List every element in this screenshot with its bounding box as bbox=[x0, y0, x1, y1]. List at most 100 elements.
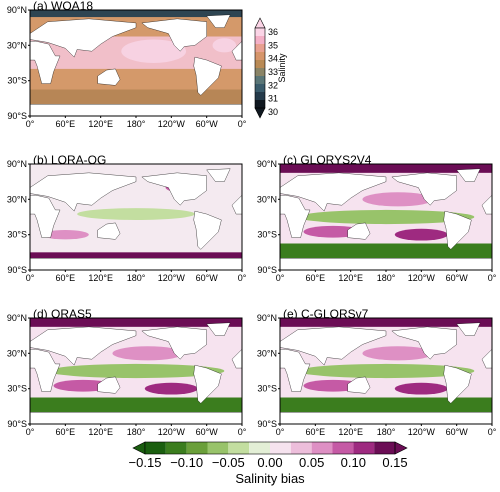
colorbar-label: −0.10 bbox=[170, 455, 203, 470]
colorbar-swatch bbox=[311, 442, 333, 454]
colorbar-label: 33 bbox=[268, 67, 278, 77]
lon-label: 60°W bbox=[196, 119, 219, 129]
lon-label: 60°W bbox=[446, 427, 469, 437]
colorbar-end bbox=[254, 17, 266, 29]
colorbar-swatch bbox=[353, 442, 375, 454]
lat-label: 90°S bbox=[257, 419, 277, 429]
lat-label: 30°N bbox=[7, 194, 27, 204]
lon-label: 180° bbox=[127, 427, 146, 437]
colorbar-end bbox=[394, 441, 408, 455]
colorbar-label: 32 bbox=[268, 80, 278, 90]
lat-label: 30°N bbox=[7, 40, 27, 50]
colorbar-swatch bbox=[145, 442, 166, 454]
map bbox=[280, 164, 492, 270]
colorbar-swatch bbox=[255, 36, 265, 44]
colorbar-swatch bbox=[255, 76, 265, 84]
colorbar-swatch bbox=[249, 442, 270, 454]
lat-label: 30°S bbox=[257, 230, 277, 240]
colorbar-swatch bbox=[228, 442, 250, 454]
lat-label: 30°S bbox=[7, 76, 27, 86]
colorbar-swatch bbox=[186, 442, 208, 454]
lat-label: 90°N bbox=[7, 5, 27, 15]
colorbar-label: 0.05 bbox=[299, 455, 324, 470]
lon-label: 180° bbox=[127, 119, 146, 129]
lat-label: 30°N bbox=[7, 348, 27, 358]
colorbar-swatch bbox=[207, 442, 229, 454]
colorbar-swatch bbox=[255, 100, 265, 108]
colorbar-label: 34 bbox=[268, 54, 278, 64]
colorbar-label: 0.15 bbox=[382, 455, 407, 470]
lon-label: 120°E bbox=[338, 273, 363, 283]
colorbar-frame bbox=[144, 441, 396, 455]
lat-label: 90°N bbox=[257, 313, 277, 323]
lon-label: 0° bbox=[488, 427, 497, 437]
lon-label: 0° bbox=[238, 119, 247, 129]
lat-label: 30°S bbox=[257, 384, 277, 394]
lat-label: 90°S bbox=[7, 419, 27, 429]
lat-label: 90°S bbox=[7, 111, 27, 121]
lat-label: 30°S bbox=[7, 230, 27, 240]
lat-label: 90°N bbox=[7, 313, 27, 323]
colorbar-end bbox=[254, 107, 266, 119]
lon-label: 60°E bbox=[56, 119, 76, 129]
colorbar-swatch bbox=[255, 92, 265, 100]
lon-label: 0° bbox=[276, 427, 285, 437]
lon-label: 60°W bbox=[446, 273, 469, 283]
map bbox=[280, 318, 492, 424]
colorbar-label: 0.00 bbox=[257, 455, 282, 470]
colorbar-label: 0.10 bbox=[341, 455, 366, 470]
lon-label: 120°W bbox=[158, 119, 186, 129]
lon-label: 0° bbox=[26, 273, 35, 283]
colorbar-swatch bbox=[255, 84, 265, 92]
lon-label: 0° bbox=[238, 273, 247, 283]
lon-label: 120°E bbox=[88, 119, 113, 129]
lon-label: 120°E bbox=[88, 427, 113, 437]
colorbar-swatch bbox=[332, 442, 354, 454]
lat-label: 90°N bbox=[257, 159, 277, 169]
colorbar-label: 30 bbox=[268, 107, 278, 117]
colorbar-swatch bbox=[255, 68, 265, 76]
lat-label: 90°S bbox=[7, 265, 27, 275]
lon-label: 0° bbox=[26, 119, 35, 129]
lon-label: 120°W bbox=[158, 273, 186, 283]
lat-label: 90°N bbox=[7, 159, 27, 169]
colorbar-swatch bbox=[374, 442, 395, 454]
lon-label: 120°W bbox=[158, 427, 186, 437]
colorbar-swatch bbox=[255, 60, 265, 68]
lon-label: 60°E bbox=[306, 273, 326, 283]
colorbar-swatch bbox=[255, 52, 265, 60]
colorbar-label: −0.15 bbox=[129, 455, 162, 470]
lon-label: 120°E bbox=[88, 273, 113, 283]
lon-label: 0° bbox=[238, 427, 247, 437]
lon-label: 60°W bbox=[196, 273, 219, 283]
colorbar-label: −0.05 bbox=[212, 455, 245, 470]
lon-label: 0° bbox=[276, 273, 285, 283]
lon-label: 120°W bbox=[408, 273, 436, 283]
map bbox=[30, 318, 242, 424]
colorbar-end bbox=[132, 441, 146, 455]
lat-label: 30°N bbox=[257, 348, 277, 358]
colorbar-title: Salinity bias bbox=[235, 471, 305, 486]
colorbar-swatch bbox=[270, 442, 291, 454]
colorbar-swatch bbox=[165, 442, 187, 454]
lon-label: 120°W bbox=[408, 427, 436, 437]
lon-label: 60°E bbox=[306, 427, 326, 437]
colorbar-frame bbox=[254, 27, 266, 109]
lon-label: 0° bbox=[26, 427, 35, 437]
colorbar-label: 36 bbox=[268, 27, 278, 37]
map bbox=[30, 164, 242, 270]
colorbar-title: Salinity bbox=[277, 53, 287, 83]
colorbar-swatch bbox=[255, 44, 265, 52]
colorbar-swatch bbox=[255, 28, 265, 36]
lat-label: 30°S bbox=[7, 384, 27, 394]
lon-label: 120°E bbox=[338, 427, 363, 437]
lon-label: 180° bbox=[127, 273, 146, 283]
lon-label: 60°W bbox=[196, 427, 219, 437]
map bbox=[30, 10, 242, 116]
lon-label: 60°E bbox=[56, 427, 76, 437]
lon-label: 180° bbox=[377, 427, 396, 437]
colorbar-label: 35 bbox=[268, 40, 278, 50]
lat-label: 90°S bbox=[257, 265, 277, 275]
colorbar-swatch bbox=[290, 442, 312, 454]
